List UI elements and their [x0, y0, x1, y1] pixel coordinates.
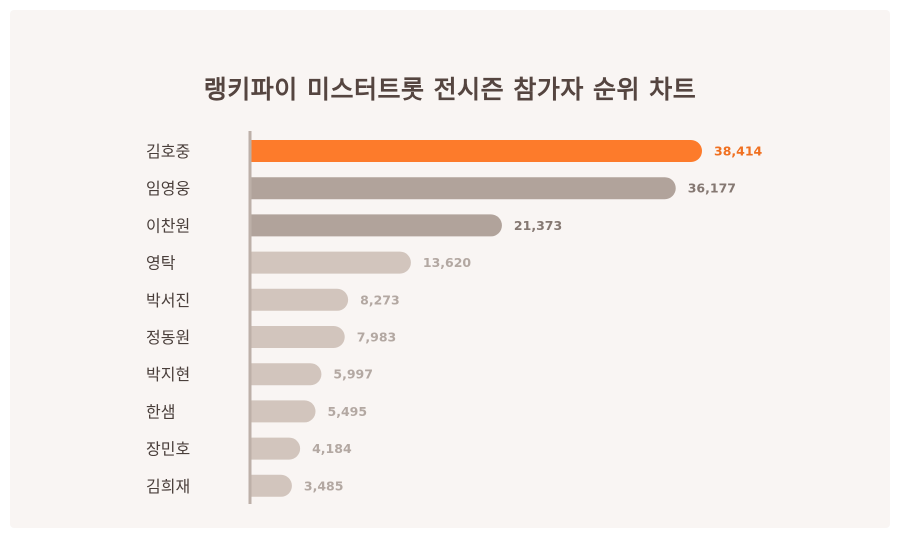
bar-3 — [239, 214, 502, 237]
chart-title: 랭키파이 미스터트롯 전시즌 참가자 순위 차트 — [203, 75, 697, 104]
value-label: 13,620 — [423, 255, 472, 270]
category-label: 박지현 — [146, 365, 190, 384]
axis-mask — [239, 120, 251, 520]
value-label: 5,997 — [333, 367, 373, 382]
category-label: 임영웅 — [146, 179, 190, 198]
bar-7 — [239, 363, 322, 386]
bar-10 — [239, 474, 292, 497]
value-label: 36,177 — [688, 181, 736, 196]
chart-card — [10, 10, 890, 528]
category-label: 김호중 — [146, 142, 190, 161]
category-label: 한샘 — [146, 402, 175, 421]
bar-6 — [239, 326, 345, 348]
value-label: 4,184 — [312, 441, 352, 456]
bar-1 — [239, 140, 702, 162]
value-label: 7,983 — [357, 330, 397, 345]
category-label: 이찬원 — [146, 216, 190, 235]
category-label: 정동원 — [146, 328, 190, 347]
bar-9 — [239, 437, 301, 460]
value-label: 8,273 — [360, 292, 400, 307]
bar-5 — [239, 288, 349, 311]
bar-2 — [239, 177, 676, 200]
category-label: 영탁 — [146, 254, 176, 273]
category-label: 박서진 — [146, 291, 190, 310]
category-label: 김희재 — [146, 477, 190, 496]
value-label: 38,414 — [714, 144, 763, 159]
value-label: 3,485 — [304, 478, 344, 493]
value-label: 5,495 — [328, 404, 368, 419]
bar-8 — [239, 400, 316, 423]
bar-4 — [239, 251, 411, 274]
category-label: 장민호 — [146, 440, 190, 459]
value-label: 21,373 — [514, 218, 562, 233]
